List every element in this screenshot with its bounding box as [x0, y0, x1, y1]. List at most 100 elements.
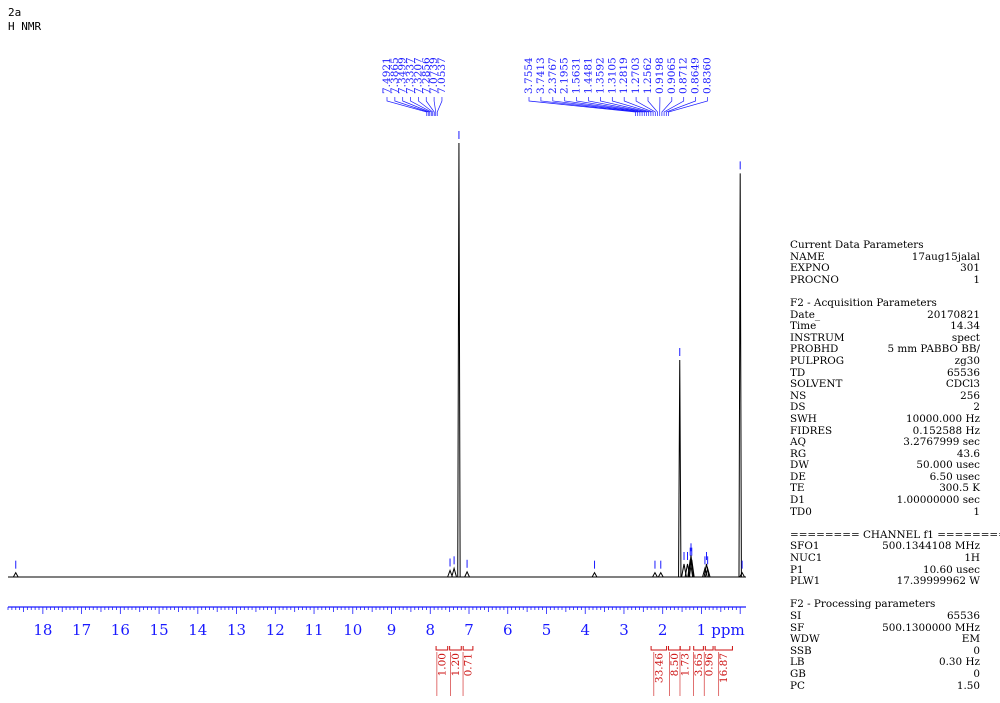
param-row: WDW EM	[790, 634, 980, 646]
tick-label-1: 1	[697, 621, 707, 639]
param-row: SI 65536	[790, 610, 980, 623]
param-key: RG	[790, 447, 807, 460]
spectrum-peak-17	[738, 173, 742, 578]
ppm-axis: 18 17 16 15 14 13 12 11 10 9 8 7 6 5 4 3 2 1 ppm	[7, 606, 746, 639]
param-key: Time	[790, 320, 817, 333]
peak-label: 7.0537	[436, 57, 448, 94]
param-row: AQ 3.2767999 sec	[790, 436, 980, 449]
tick-label-14: 14	[188, 621, 207, 639]
param-value: 14.34	[950, 320, 980, 333]
param-value: 17.39999962 W	[896, 575, 980, 588]
param-value: CDCl3	[945, 378, 980, 391]
param-value: 5 mm PABBO BB/	[887, 343, 980, 356]
tick-label-8: 8	[425, 621, 435, 639]
integral-bracket-8	[714, 646, 733, 651]
peak-label-leader	[611, 97, 652, 116]
param-section-title: ======== CHANNEL f1 ========	[790, 528, 1000, 541]
peak-label: 0.8649	[690, 57, 702, 94]
integral-bracket-4	[668, 646, 681, 651]
param-key: SF	[790, 621, 805, 634]
spectrum-peak-15	[703, 563, 710, 578]
param-value: 20170821	[927, 308, 980, 321]
experiment-title: H NMR	[8, 20, 42, 33]
param-value: 256	[960, 389, 980, 402]
param-value: 301	[960, 262, 980, 275]
param-row: PULPROG zg30	[790, 354, 980, 368]
peak-label: 3.7554	[523, 57, 535, 94]
peak-label-leader	[540, 97, 639, 116]
param-row: Date_ 20170821	[790, 308, 980, 322]
param-key: PC	[790, 679, 805, 692]
param-row: PROCNO 1	[790, 273, 980, 287]
param-key: SOLVENT	[790, 378, 843, 391]
param-value: 1	[973, 273, 980, 286]
param-section-title: F2 - Processing parameters	[790, 598, 936, 611]
tick-label-5: 5	[542, 621, 552, 639]
param-row: NS 256	[790, 389, 980, 403]
peak-label: 0.9065	[666, 57, 678, 94]
integral-label-3: 33.46	[653, 653, 665, 683]
peak-label-leader	[600, 97, 650, 116]
spectrum-peak-1	[447, 569, 453, 578]
param-value: zg30	[954, 354, 980, 367]
peak-label-leader	[418, 97, 434, 116]
peak-label: 3.7413	[535, 57, 547, 94]
spectrum-peak-12	[688, 555, 694, 578]
tick-label-11: 11	[305, 621, 324, 639]
integral-bracket-5	[679, 646, 691, 651]
param-row: NUC1 1H	[790, 552, 980, 565]
param-value: 1.50	[956, 679, 980, 692]
param-row: GB 0	[790, 667, 980, 681]
peak-label: 7.3207	[412, 57, 424, 94]
param-key: SSB	[790, 644, 812, 657]
peak-label-leader	[433, 97, 437, 116]
spectrum-peak-8	[678, 359, 682, 578]
param-key: DS	[790, 401, 806, 414]
param-row: DW 50.000 usec	[790, 460, 980, 472]
param-key: GB	[790, 667, 806, 680]
x-axis-label: ppm	[711, 621, 744, 639]
param-value: 43.6	[956, 447, 980, 460]
param-row: INSTRUM spect	[790, 331, 980, 345]
peak-label: 1.2703	[630, 57, 642, 94]
param-value: 300.5 K	[939, 482, 980, 495]
param-key: NS	[790, 389, 807, 402]
param-value: 0	[973, 667, 980, 680]
peak-label: 7.3499	[397, 57, 409, 94]
param-value: 2	[973, 401, 980, 414]
param-key: WDW	[790, 633, 820, 646]
param-section-title: Current Data Parameters	[790, 239, 924, 251]
param-row: TD 65536	[790, 366, 980, 380]
peak-label-leader	[402, 97, 431, 116]
peak-label: 2.3767	[547, 57, 559, 94]
integral-label-8: 16.87	[718, 653, 730, 683]
peak-label-leader	[665, 97, 696, 116]
spectrum-peak-6	[652, 571, 658, 578]
integral-label-7: 0.96	[704, 653, 716, 677]
param-value: 65536	[946, 366, 980, 379]
integral-label-5: 1.73	[679, 653, 691, 676]
spectrum-peak-4	[464, 570, 470, 578]
param-row: NAME 17aug15jalal	[790, 251, 980, 264]
integral-bracket-3	[650, 646, 668, 651]
peak-label: 1.2819	[618, 57, 630, 94]
peak-label: 7.3865	[389, 57, 401, 94]
peak-label: 0.9198	[654, 57, 666, 94]
param-row: P1 10.60 usec	[790, 564, 980, 577]
tick-label-2: 2	[658, 621, 668, 639]
tick-label-15: 15	[150, 621, 169, 639]
param-key: DE	[790, 470, 806, 483]
param-key: AQ	[790, 436, 807, 449]
param-row: RG 43.6	[790, 447, 980, 461]
param-row: PC 1.50	[790, 679, 980, 693]
param-key: TD	[790, 366, 806, 379]
peak-label-leader	[668, 97, 708, 116]
tick-label-4: 4	[580, 621, 590, 639]
param-value: spect	[951, 331, 980, 344]
param-row: PROBHD 5 mm PABBO BB/	[790, 344, 980, 356]
peak-label: 7.4921	[381, 57, 393, 94]
param-key: PULPROG	[790, 354, 845, 367]
spectrum-peak-0	[12, 571, 19, 578]
peak-label-leader	[410, 97, 432, 116]
param-value: 10000.000 Hz	[905, 412, 980, 425]
